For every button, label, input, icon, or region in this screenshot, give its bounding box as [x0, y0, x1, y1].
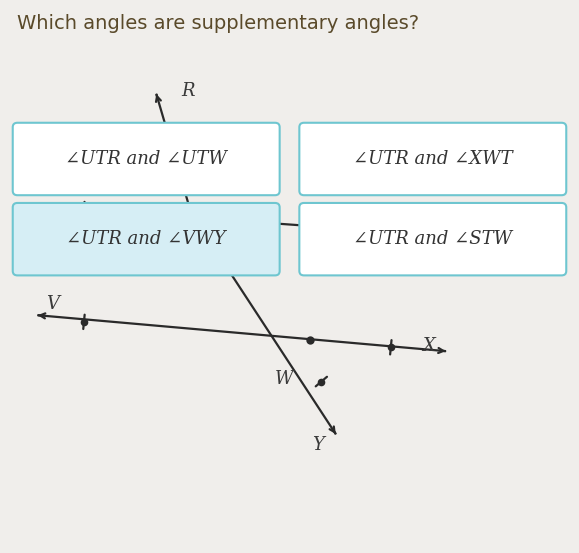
Text: S: S [57, 210, 70, 227]
Text: U: U [415, 223, 430, 241]
Text: Which angles are supplementary angles?: Which angles are supplementary angles? [17, 14, 420, 33]
Text: Y: Y [313, 436, 324, 454]
FancyBboxPatch shape [299, 203, 566, 275]
Text: T: T [229, 157, 240, 175]
FancyBboxPatch shape [13, 203, 280, 275]
Text: ∠UTR and ∠XWT: ∠UTR and ∠XWT [353, 150, 512, 168]
Text: X: X [422, 337, 435, 354]
FancyBboxPatch shape [13, 123, 280, 195]
Text: R: R [181, 82, 195, 100]
Text: ∠UTR and ∠STW: ∠UTR and ∠STW [353, 230, 512, 248]
Text: ∠UTR and ∠VWY: ∠UTR and ∠VWY [67, 230, 226, 248]
Text: ∠UTR and ∠UTW: ∠UTR and ∠UTW [65, 150, 227, 168]
Text: V: V [46, 295, 58, 313]
Text: W: W [274, 370, 293, 388]
FancyBboxPatch shape [299, 123, 566, 195]
